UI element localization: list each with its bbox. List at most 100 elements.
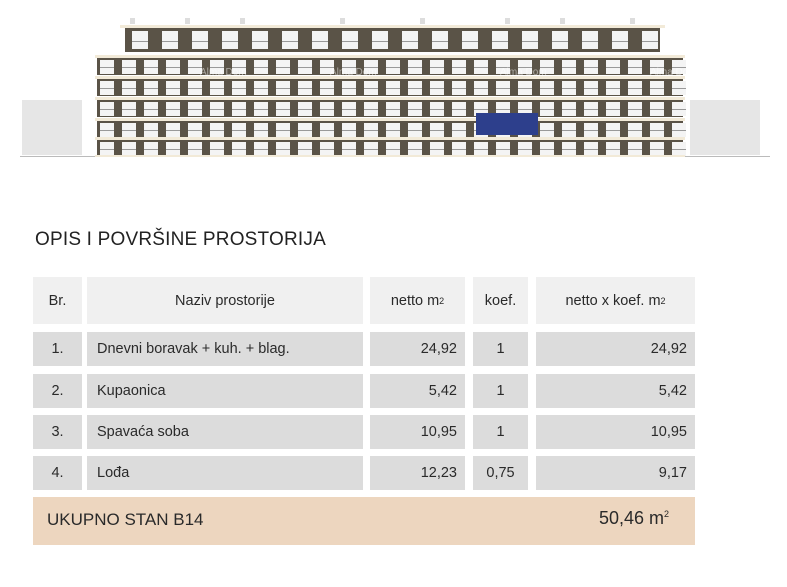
building-elevation-drawing: Alma Dom Alma Dom Alma Dom Alma Dom — [20, 18, 770, 157]
window-rail — [254, 130, 268, 131]
window-rail — [408, 88, 422, 89]
window — [432, 31, 448, 49]
cell-no: 3. — [33, 415, 82, 449]
chimney — [505, 18, 510, 24]
watermark: Alma Dom — [330, 67, 377, 78]
window-rail — [342, 88, 356, 89]
watermark: Alma Dom — [200, 67, 247, 78]
window-rail — [452, 149, 466, 150]
window-rail — [166, 67, 180, 68]
window-rail — [122, 88, 136, 89]
window-rail — [606, 130, 620, 131]
highlighted-apartment — [476, 113, 538, 135]
window-rail — [222, 41, 238, 42]
window-rail — [462, 41, 478, 42]
window-rail — [320, 149, 334, 150]
window-rail — [342, 130, 356, 131]
window-rail — [232, 149, 246, 150]
section-title: OPIS I POVRŠINE PROSTORIJA — [35, 229, 326, 250]
window-rail — [386, 88, 400, 89]
window-rail — [386, 109, 400, 110]
window-rail — [474, 88, 488, 89]
window-rail — [386, 67, 400, 68]
chimney — [420, 18, 425, 24]
floor-slab — [95, 76, 685, 79]
window-rail — [650, 67, 664, 68]
floor-slab — [95, 97, 685, 100]
window-rail — [232, 67, 246, 68]
window — [522, 31, 538, 49]
window-rail — [100, 130, 114, 131]
window-rail — [364, 67, 378, 68]
window-rail — [192, 41, 208, 42]
total-label: UKUPNO STAN B14 — [47, 510, 204, 529]
window-rail — [628, 88, 642, 89]
chimney — [185, 18, 190, 24]
window — [162, 31, 178, 49]
window-rail — [606, 109, 620, 110]
roof-slab — [120, 25, 665, 28]
window-rail — [672, 109, 686, 110]
window-rail — [540, 149, 554, 150]
window-rail — [552, 41, 568, 42]
cell-netto: 24,92 — [370, 332, 465, 366]
window-rail — [342, 67, 356, 68]
window — [642, 31, 658, 49]
window-rail — [540, 130, 554, 131]
floor-slab — [95, 137, 685, 140]
window-rail — [474, 149, 488, 150]
window-rail — [144, 130, 158, 131]
window-rail — [540, 67, 554, 68]
window — [492, 31, 508, 49]
window-rail — [432, 41, 448, 42]
window-rail — [320, 109, 334, 110]
window-rail — [210, 149, 224, 150]
window-rail — [144, 88, 158, 89]
chimney — [630, 18, 635, 24]
window-rail — [584, 130, 598, 131]
cell-no: 4. — [33, 456, 82, 490]
window-rail — [232, 130, 246, 131]
window-rail — [474, 109, 488, 110]
window-rail — [144, 67, 158, 68]
window-rail — [254, 67, 268, 68]
window-rail — [298, 67, 312, 68]
window-rail — [650, 149, 664, 150]
window-rail — [672, 67, 686, 68]
window-rail — [188, 149, 202, 150]
window-rail — [210, 109, 224, 110]
window-rail — [364, 109, 378, 110]
total-row: UKUPNO STAN B14 50,46 m2 — [33, 497, 695, 545]
window-rail — [606, 67, 620, 68]
floor-slab — [95, 55, 685, 58]
window-rail — [166, 109, 180, 110]
window — [132, 31, 148, 49]
window-rail — [122, 130, 136, 131]
cell-name: Kupaonica — [87, 374, 363, 408]
window-rail — [298, 88, 312, 89]
window-rail — [408, 67, 422, 68]
window-rail — [342, 109, 356, 110]
chimney — [240, 18, 245, 24]
window-rail — [628, 149, 642, 150]
cell-netto-koef: 9,17 — [536, 456, 695, 490]
window-rail — [522, 41, 538, 42]
window-rail — [342, 149, 356, 150]
window-rail — [612, 41, 628, 42]
window-rail — [312, 41, 328, 42]
window-rail — [496, 149, 510, 150]
window-rail — [584, 88, 598, 89]
chimney — [560, 18, 565, 24]
window-rail — [276, 67, 290, 68]
window-rail — [386, 130, 400, 131]
chimney — [130, 18, 135, 24]
total-value: 50,46 m2 — [598, 508, 669, 528]
cell-koef: 1 — [473, 374, 528, 408]
cell-netto-koef: 10,95 — [536, 415, 695, 449]
window-rail — [402, 41, 418, 42]
cell-name: Spavaća soba — [87, 415, 363, 449]
window-rail — [628, 67, 642, 68]
window-rail — [320, 67, 334, 68]
window-rail — [496, 67, 510, 68]
